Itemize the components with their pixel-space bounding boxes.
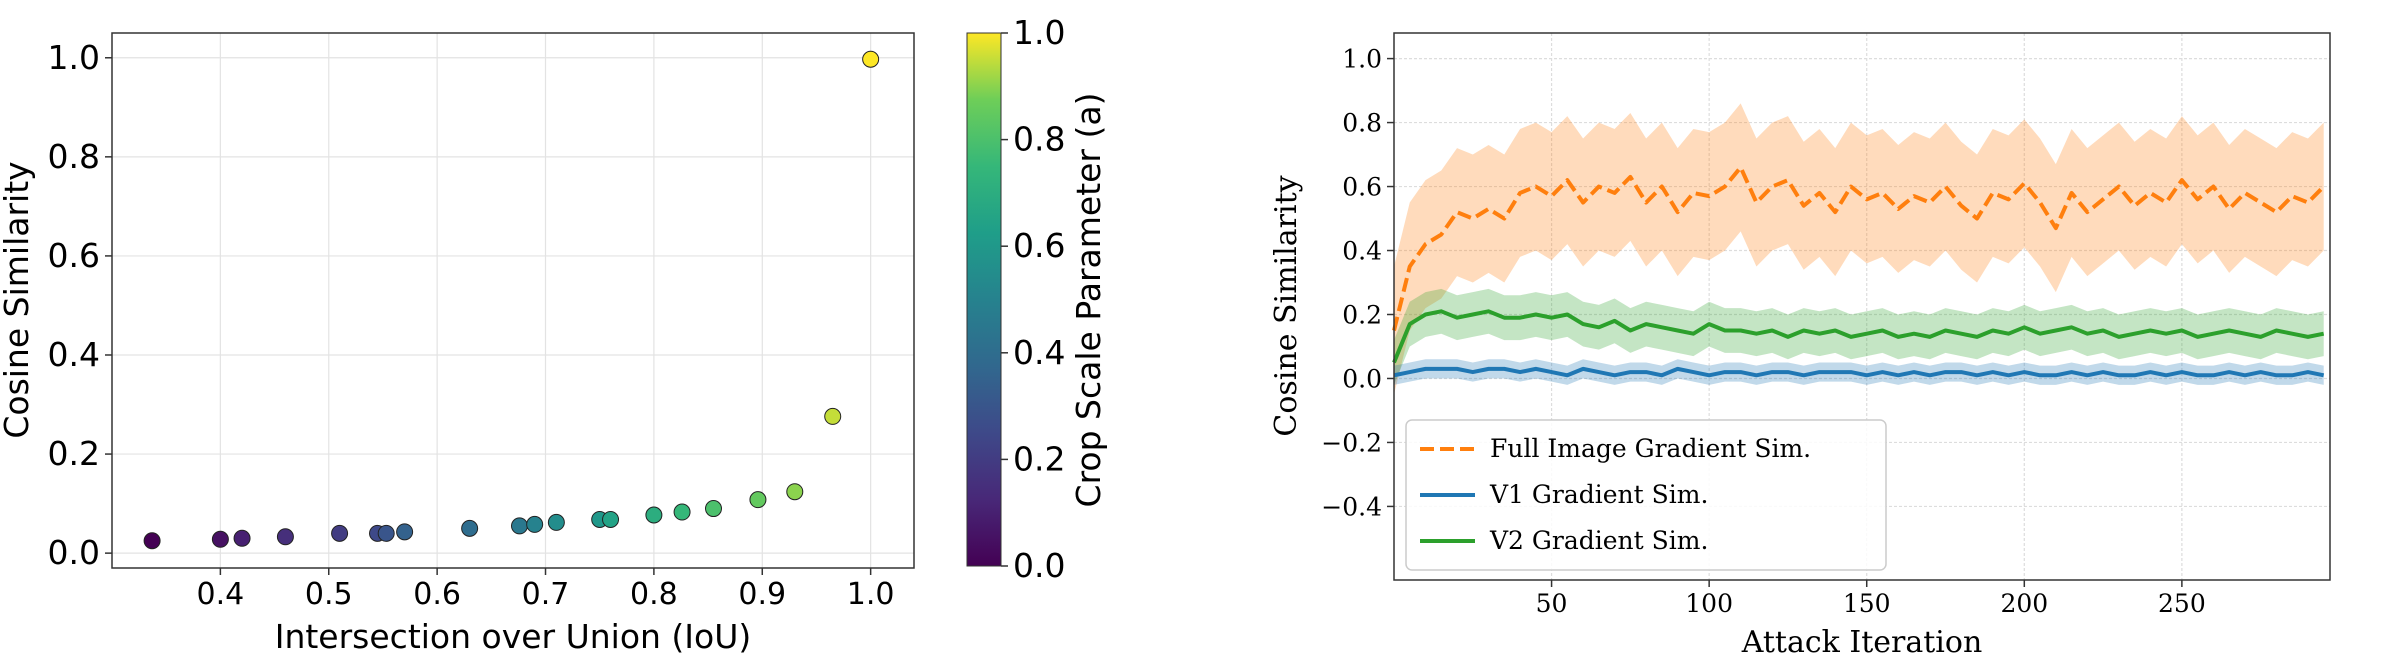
right-x-tick-label: 50 [1536,589,1568,618]
scatter-point [862,50,880,68]
left-x-tick-label: 0.6 [413,577,461,612]
scatter-point [645,506,663,524]
left-x-tick-label: 0.5 [305,577,353,612]
right-x-tick-label: 150 [1843,589,1891,618]
scatter-point [211,530,229,548]
left-y-tick-label: 0.2 [48,434,100,473]
series-line-1 [1393,366,2325,378]
left-y-tick-label: 0.4 [48,335,100,374]
left-y-axis-label: Cosine Similarity [0,161,36,438]
scatter-point [824,407,842,425]
right-x-axis-label: Attack Iteration [1741,625,1983,660]
scatter-point [377,524,395,542]
colorbar-tick-label: 0.2 [1013,439,1065,478]
series-line-0 [1392,165,2326,331]
scatter-point [526,515,544,533]
right-y-tick-label: 0.8 [1342,109,1382,138]
right-y-axis-label: Cosine Similarity [1269,175,1304,436]
left-plot-frame [111,32,915,569]
left-x-tick-label: 1.0 [847,577,895,612]
right-y-tick-label: −0.4 [1321,492,1382,521]
right-lines [1392,165,2326,378]
scatter-point [461,519,479,537]
left-y-tick-label: 0.8 [48,137,100,176]
scatter-point [396,523,414,541]
scatter-point [233,529,251,547]
band-0 [1394,103,2324,395]
left-x-tick-label: 0.9 [738,577,786,612]
right-x-tick-label: 200 [2000,589,2048,618]
colorbar-tick-label: 0.4 [1013,333,1065,372]
right-bands [1394,103,2324,395]
right-y-tick-label: 0.0 [1342,364,1382,393]
left-x-tick-label: 0.7 [522,577,570,612]
left-points [143,50,880,550]
scatter-point [786,483,804,501]
scatter-point [276,528,294,546]
scatter-point [705,500,722,518]
scatter-point [511,517,529,535]
left-x-tick-label: 0.4 [197,577,245,612]
scatter-point [673,503,691,521]
left-y-tick-label: 0.0 [48,533,100,572]
scatter-chart: 0.4 0.5 0.6 0.7 0.8 0.9 1.00.00.20.40.60.81.0 … [0,13,1108,656]
legend-label: V1 Gradient Sim. [1489,480,1708,509]
scatter-point [602,510,620,528]
right-x-tick-label: 250 [2158,589,2206,618]
legend-label: Full Image Gradient Sim. [1490,434,1811,463]
scatter-point [143,532,161,550]
scatter-point [547,513,565,531]
colorbar-tick-label: 0.6 [1013,226,1065,265]
scatter-point [749,491,767,509]
right-y-tick-label: −0.2 [1321,428,1382,457]
right-plot-frame [1393,32,2331,581]
colorbar-tick-label: 1.0 [1013,13,1065,52]
legend-label: V2 Gradient Sim. [1489,526,1708,555]
left-grid [112,33,914,568]
left-x-axis-label: Intersection over Union (IoU) [275,617,752,656]
colorbar-tick-label: 0.8 [1013,120,1065,159]
colorbar [966,32,1002,567]
left-y-tick-label: 1.0 [48,38,100,77]
legend-box [1405,419,1887,571]
series-line-2 [1392,309,2325,364]
right-y-tick-label: 0.6 [1342,173,1382,202]
right-x-tick-label: 100 [1685,589,1733,618]
right-y-tick-label: 1.0 [1342,45,1382,74]
colorbar-tick-label: 0.0 [1013,546,1065,585]
colorbar-label: Crop Scale Parameter (a) [1069,93,1108,508]
legend: Full Image Gradient Sim. V1 Gradient Sim.… [1405,419,1887,571]
scatter-point [331,524,349,542]
right-y-tick-label: 0.4 [1342,237,1382,266]
left-y-tick-label: 0.6 [48,236,100,275]
left-x-tick-label: 0.8 [630,577,678,612]
line-chart: 50 100 150 200 250 −0.4 −0.2 0.0 0.2 0.4 0.6 0.8 1.0… [1269,32,2331,660]
right-y-tick-label: 0.2 [1342,300,1382,329]
